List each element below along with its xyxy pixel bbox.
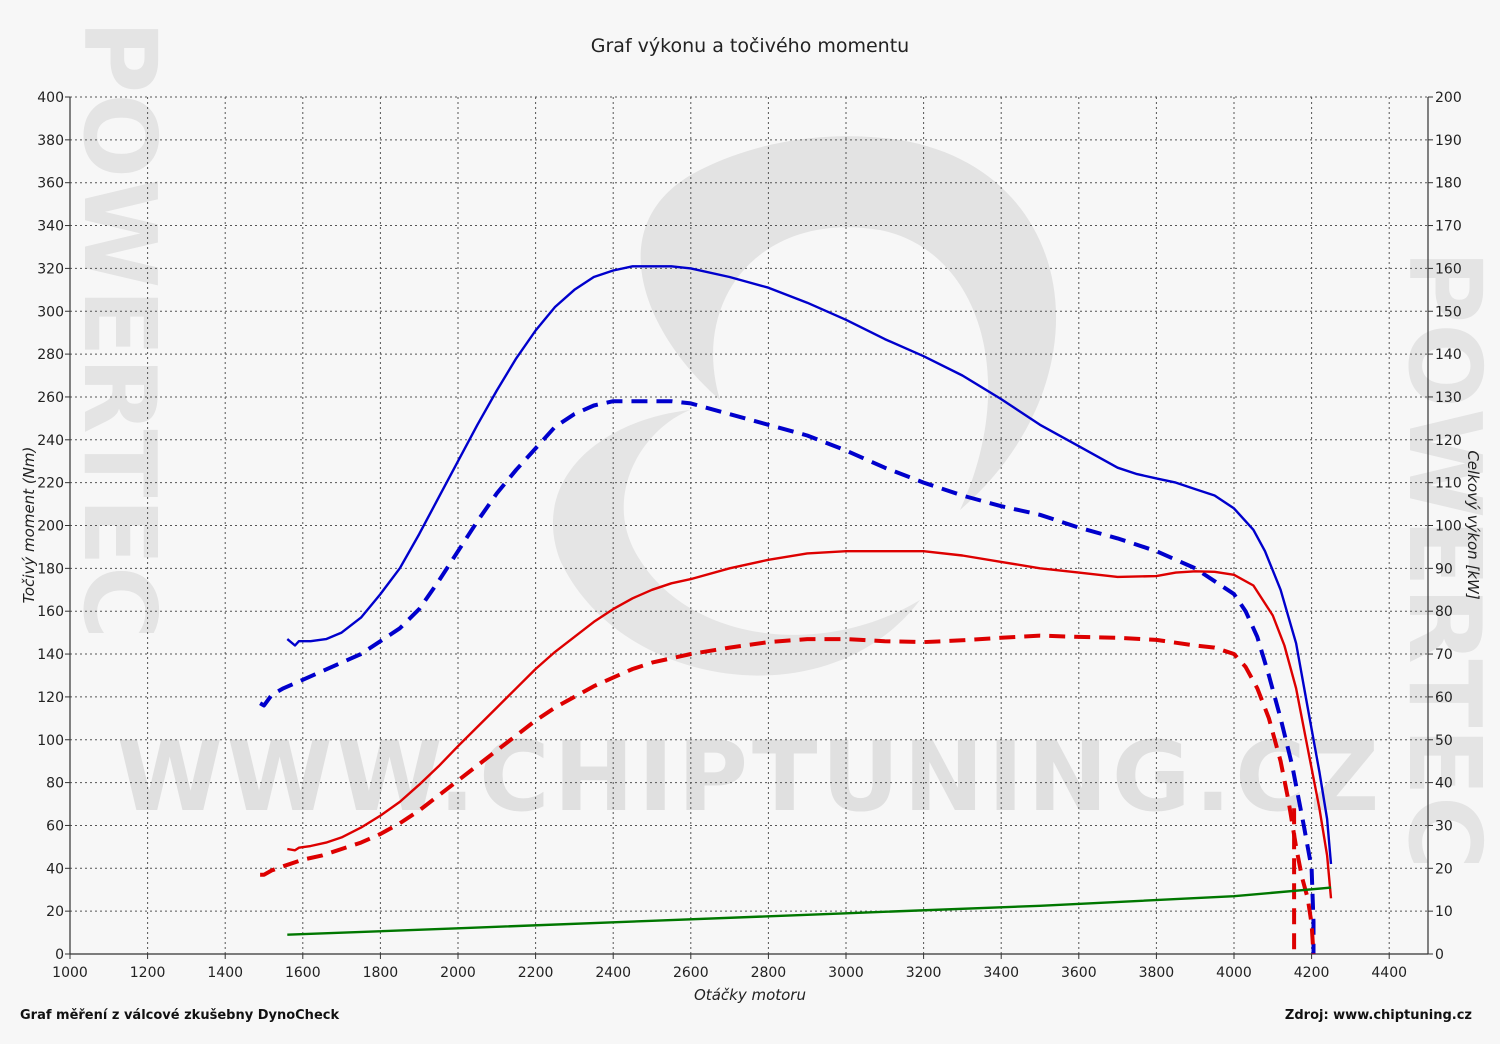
y-right-tick-label: 100 bbox=[1435, 519, 1462, 535]
y-right-tick-label: 20 bbox=[1435, 861, 1453, 877]
x-tick-label: 3600 bbox=[1061, 965, 1097, 981]
y-left-tick-label: 200 bbox=[37, 519, 64, 535]
y-axis-left-title: Točivý moment (Nm) bbox=[20, 447, 38, 604]
series-line-6 bbox=[287, 886, 1332, 936]
series-line-4 bbox=[260, 633, 1316, 955]
y-right-tick-label: 80 bbox=[1435, 604, 1453, 620]
y-left-tick-label: 100 bbox=[37, 733, 64, 749]
y-axis-right-title: Celkový výkon [kW] bbox=[1464, 450, 1482, 600]
y-right-tick-label: 200 bbox=[1435, 90, 1462, 106]
y-left-tick-label: 160 bbox=[37, 604, 64, 620]
y-right-tick-label: 170 bbox=[1435, 219, 1462, 235]
footer-left: Graf měření z válcové zkušebny DynoCheck bbox=[20, 1008, 339, 1023]
series-lines bbox=[259, 265, 1333, 955]
x-tick-label: 4200 bbox=[1294, 965, 1330, 981]
y-left-tick-label: 300 bbox=[37, 304, 64, 320]
watermark-logo-swirl bbox=[640, 136, 1057, 510]
footer-right: Zdroj: www.chiptuning.cz bbox=[1285, 1008, 1472, 1023]
y-left-tick-label: 260 bbox=[37, 390, 64, 406]
y-right-tick-label: 120 bbox=[1435, 433, 1462, 449]
x-tick-label: 3400 bbox=[983, 965, 1019, 981]
y-right-tick-label: 150 bbox=[1435, 304, 1462, 320]
x-tick-label: 4400 bbox=[1371, 965, 1407, 981]
background-watermarks: WWW.CHIPTUNING.CZ POWERTEC POWERTEC bbox=[61, 20, 1500, 869]
x-tick-label: 2400 bbox=[595, 965, 631, 981]
watermark-logo-swirl-lower bbox=[552, 410, 920, 676]
x-axis-title: Otáčky motoru bbox=[694, 986, 806, 1004]
y-left-tick-label: 360 bbox=[37, 176, 64, 192]
y-left-tick-label: 60 bbox=[46, 818, 64, 834]
x-tick-label: 2600 bbox=[673, 965, 709, 981]
y-right-tick-label: 0 bbox=[1435, 947, 1444, 963]
x-tick-label: 1200 bbox=[130, 965, 166, 981]
y-right-tick-label: 130 bbox=[1435, 390, 1462, 406]
y-left-tick-label: 380 bbox=[37, 133, 64, 149]
y-left-tick-label: 40 bbox=[46, 861, 64, 877]
y-left-tick-label: 0 bbox=[55, 947, 64, 963]
y-right-tick-label: 60 bbox=[1435, 690, 1453, 706]
y-left-tick-label: 220 bbox=[37, 476, 64, 492]
x-tick-label: 1600 bbox=[285, 965, 321, 981]
edge-watermark-left: POWERTEC bbox=[61, 20, 178, 639]
y-right-tick-label: 10 bbox=[1435, 904, 1453, 920]
x-tick-label: 2000 bbox=[440, 965, 476, 981]
tick-labels: 1000 1200 1400 1600 1800 2000 2200 2400 2600 2800… bbox=[37, 90, 1461, 981]
x-tick-label: 4000 bbox=[1216, 965, 1252, 981]
y-right-tick-label: 50 bbox=[1435, 733, 1453, 749]
y-right-tick-label: 140 bbox=[1435, 347, 1462, 363]
x-tick-label: 3200 bbox=[906, 965, 942, 981]
y-left-tick-label: 240 bbox=[37, 433, 64, 449]
y-left-tick-label: 80 bbox=[46, 776, 64, 792]
x-tick-label: 3000 bbox=[828, 965, 864, 981]
y-right-tick-label: 70 bbox=[1435, 647, 1453, 663]
y-right-tick-label: 160 bbox=[1435, 261, 1462, 277]
y-left-tick-label: 400 bbox=[37, 90, 64, 106]
y-left-tick-label: 320 bbox=[37, 261, 64, 277]
y-right-tick-label: 190 bbox=[1435, 133, 1462, 149]
y-left-tick-label: 140 bbox=[37, 647, 64, 663]
x-tick-label: 2200 bbox=[518, 965, 554, 981]
watermark-text: WWW.CHIPTUNING.CZ bbox=[117, 721, 1383, 833]
y-left-tick-label: 180 bbox=[37, 561, 64, 577]
y-right-tick-label: 90 bbox=[1435, 561, 1453, 577]
series-line-2 bbox=[259, 399, 1316, 954]
grid bbox=[70, 96, 1428, 954]
series-line-1 bbox=[286, 265, 1333, 865]
x-tick-label: 3800 bbox=[1139, 965, 1175, 981]
y-left-tick-label: 280 bbox=[37, 347, 64, 363]
x-tick-label: 2800 bbox=[751, 965, 787, 981]
y-left-tick-label: 340 bbox=[37, 219, 64, 235]
x-tick-label: 1800 bbox=[363, 965, 399, 981]
chart-title: Graf výkonu a točivého momentu bbox=[591, 35, 909, 57]
x-tick-label: 1400 bbox=[207, 965, 243, 981]
y-right-tick-label: 30 bbox=[1435, 818, 1453, 834]
y-left-tick-label: 20 bbox=[46, 904, 64, 920]
axes bbox=[65, 96, 1433, 959]
edge-watermark-right: POWERTEC bbox=[1386, 250, 1500, 869]
x-tick-label: 1000 bbox=[52, 965, 88, 981]
series-line-3 bbox=[287, 550, 1333, 899]
y-right-tick-label: 40 bbox=[1435, 776, 1453, 792]
y-left-tick-label: 120 bbox=[37, 690, 64, 706]
y-right-tick-label: 180 bbox=[1435, 176, 1462, 192]
y-right-tick-label: 110 bbox=[1435, 476, 1462, 492]
